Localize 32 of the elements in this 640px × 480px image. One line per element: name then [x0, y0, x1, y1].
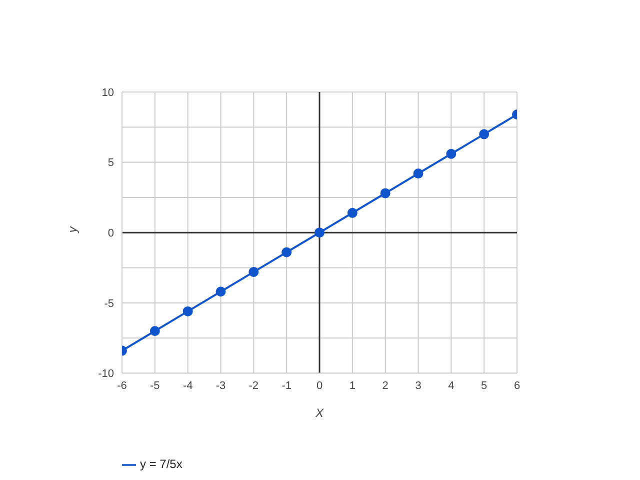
- x-tick-label: -4: [182, 380, 193, 392]
- y-tick-label: 10: [102, 86, 114, 99]
- y-axis-title: y: [65, 226, 80, 234]
- y-tick-label: -10: [98, 368, 114, 380]
- x-tick-label: 6: [514, 380, 520, 392]
- point: [150, 326, 160, 336]
- point: [380, 188, 390, 198]
- point: [282, 247, 292, 258]
- y-tick-label: 0: [108, 227, 114, 240]
- x-tick-label: 5: [481, 380, 488, 392]
- x-axis-title: X: [314, 406, 324, 420]
- x-tick-label: -1: [282, 380, 292, 392]
- point: [182, 306, 193, 316]
- x-tick-label: 1: [349, 380, 356, 392]
- y-tick-label: -5: [104, 298, 114, 310]
- x-tick-label: 0: [316, 380, 323, 392]
- point: [446, 148, 456, 159]
- x-tick-label: 4: [448, 380, 454, 392]
- x-tick-label: -2: [248, 380, 259, 392]
- x-tick-label: -6: [117, 380, 127, 392]
- x-tick-label: -3: [216, 380, 226, 392]
- point: [347, 208, 358, 218]
- point: [216, 286, 226, 297]
- point: [413, 168, 424, 179]
- legend-label: y = 7/5x: [140, 457, 182, 472]
- x-tick-label: -5: [150, 380, 160, 392]
- point: [479, 129, 490, 140]
- x-tick-label: 2: [382, 380, 388, 392]
- point: [248, 266, 259, 277]
- y-tick-label: 5: [108, 157, 114, 170]
- x-tick-label: 3: [415, 380, 422, 392]
- point: [314, 228, 324, 238]
